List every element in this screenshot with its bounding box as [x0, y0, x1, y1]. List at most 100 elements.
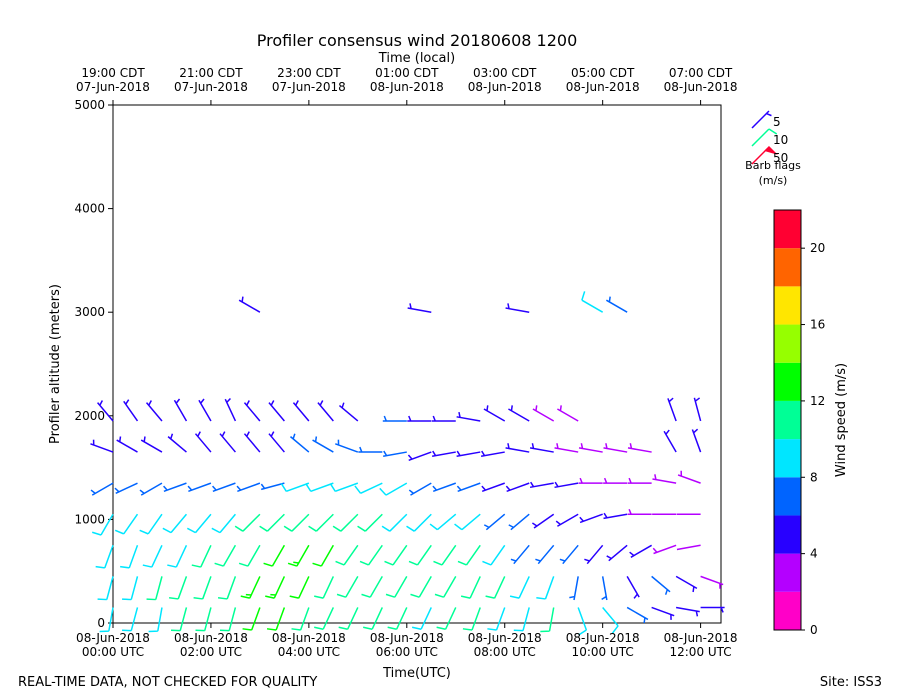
wind-barb	[578, 477, 603, 484]
barb-stroke	[148, 607, 163, 633]
barb-stroke	[584, 544, 604, 565]
wind-barb	[508, 513, 530, 531]
barb-stroke	[509, 576, 530, 599]
wind-barb	[433, 544, 457, 566]
barb-stroke	[652, 474, 677, 484]
barb-stroke	[224, 397, 237, 422]
wind-barb	[581, 291, 604, 313]
wind-barb	[407, 303, 432, 313]
wind-barb	[676, 544, 701, 551]
wind-barb	[436, 607, 457, 630]
barb-stroke	[627, 443, 652, 453]
barb-stroke	[359, 544, 383, 566]
barb-stroke	[384, 544, 408, 566]
barb-stroke	[289, 576, 310, 599]
wind-barb	[123, 399, 139, 422]
barb-stroke	[140, 436, 163, 453]
wind-barb	[191, 544, 212, 568]
wind-barb	[167, 433, 187, 453]
y-tick-label: 4000	[74, 202, 105, 216]
wind-barb	[627, 508, 652, 515]
barb-stroke	[187, 482, 212, 493]
wind-barb	[240, 576, 261, 599]
wind-barb	[382, 415, 407, 422]
barb-stroke	[408, 482, 432, 496]
wind-barb	[114, 513, 139, 535]
barb-stroke	[387, 607, 408, 630]
wind-barb	[263, 544, 286, 567]
barb-stroke	[287, 544, 310, 567]
wind-barb	[260, 482, 285, 491]
barb-stroke	[626, 606, 649, 624]
colorbar-label: Wind speed (m/s)	[834, 363, 849, 477]
wind-barb	[700, 575, 724, 589]
barb-stroke	[483, 405, 506, 422]
barb-stroke	[485, 576, 506, 599]
wind-barb	[312, 436, 334, 453]
wind-barb	[456, 450, 481, 457]
barb-stroke	[407, 415, 432, 422]
wind-barb	[629, 544, 653, 558]
wind-barb	[120, 545, 139, 569]
barb-stroke	[96, 400, 114, 422]
barb-stroke	[407, 303, 432, 313]
barb-stroke	[90, 482, 114, 496]
barb-stroke	[626, 576, 640, 599]
x-tick-label: 08-Jun-2018 00:00 UTC	[76, 631, 150, 659]
wind-barb	[243, 400, 261, 422]
wind-barb	[606, 544, 628, 562]
barb-stroke	[312, 436, 334, 453]
barb-stroke	[627, 508, 652, 515]
barb-stroke	[379, 482, 408, 496]
barb-stroke	[243, 431, 261, 453]
barb-stroke	[559, 544, 579, 565]
wind-barb	[95, 545, 114, 569]
wind-barb	[357, 513, 383, 532]
barb-stroke	[381, 513, 408, 532]
barb-stroke	[236, 482, 261, 493]
colorbar-tick-label: 4	[810, 547, 818, 561]
wind-barb	[532, 405, 555, 422]
footer-right: Site: ISS3	[820, 675, 882, 690]
colorbar-segment	[774, 324, 801, 363]
wind-barb	[456, 411, 481, 422]
barb-stroke	[579, 513, 603, 524]
barb-stroke	[436, 607, 457, 630]
wind-barb	[283, 513, 310, 532]
barb-stroke	[173, 398, 188, 422]
barb-stroke	[361, 576, 383, 598]
wind-barb	[195, 607, 212, 632]
wind-barb	[234, 513, 261, 532]
colorbar-segment	[774, 286, 801, 325]
y-tick-label: 3000	[74, 305, 105, 319]
barb-stroke	[338, 607, 359, 630]
colorbar-tick-label: 0	[810, 623, 818, 637]
wind-barb	[145, 400, 163, 422]
barb-stroke	[186, 513, 212, 534]
wind-barb	[513, 607, 530, 632]
barb-stroke	[289, 433, 310, 453]
wind-barb	[481, 482, 505, 493]
wind-barb	[554, 443, 579, 453]
barb-stroke	[382, 415, 407, 422]
barb-stroke	[675, 606, 700, 617]
colorbar-segment	[774, 439, 801, 478]
barb-stroke	[266, 607, 286, 631]
wind-barb	[603, 477, 628, 484]
barb-stroke	[481, 482, 505, 493]
barb-stroke	[429, 513, 457, 531]
barb-stroke	[677, 470, 701, 484]
wind-barb	[162, 513, 188, 534]
wind-barb	[292, 400, 310, 422]
wind-barb	[305, 482, 334, 493]
wind-barb	[238, 296, 261, 313]
wind-barb	[243, 431, 261, 453]
wind-barb	[462, 607, 481, 631]
wind-barb	[314, 607, 335, 630]
top-x-tick-label: 21:00 CDT 07-Jun-2018	[173, 66, 248, 94]
barb-stroke	[603, 512, 628, 520]
barb-stroke	[383, 450, 407, 457]
barb-stroke	[139, 513, 163, 535]
barb-stroke	[454, 513, 481, 531]
